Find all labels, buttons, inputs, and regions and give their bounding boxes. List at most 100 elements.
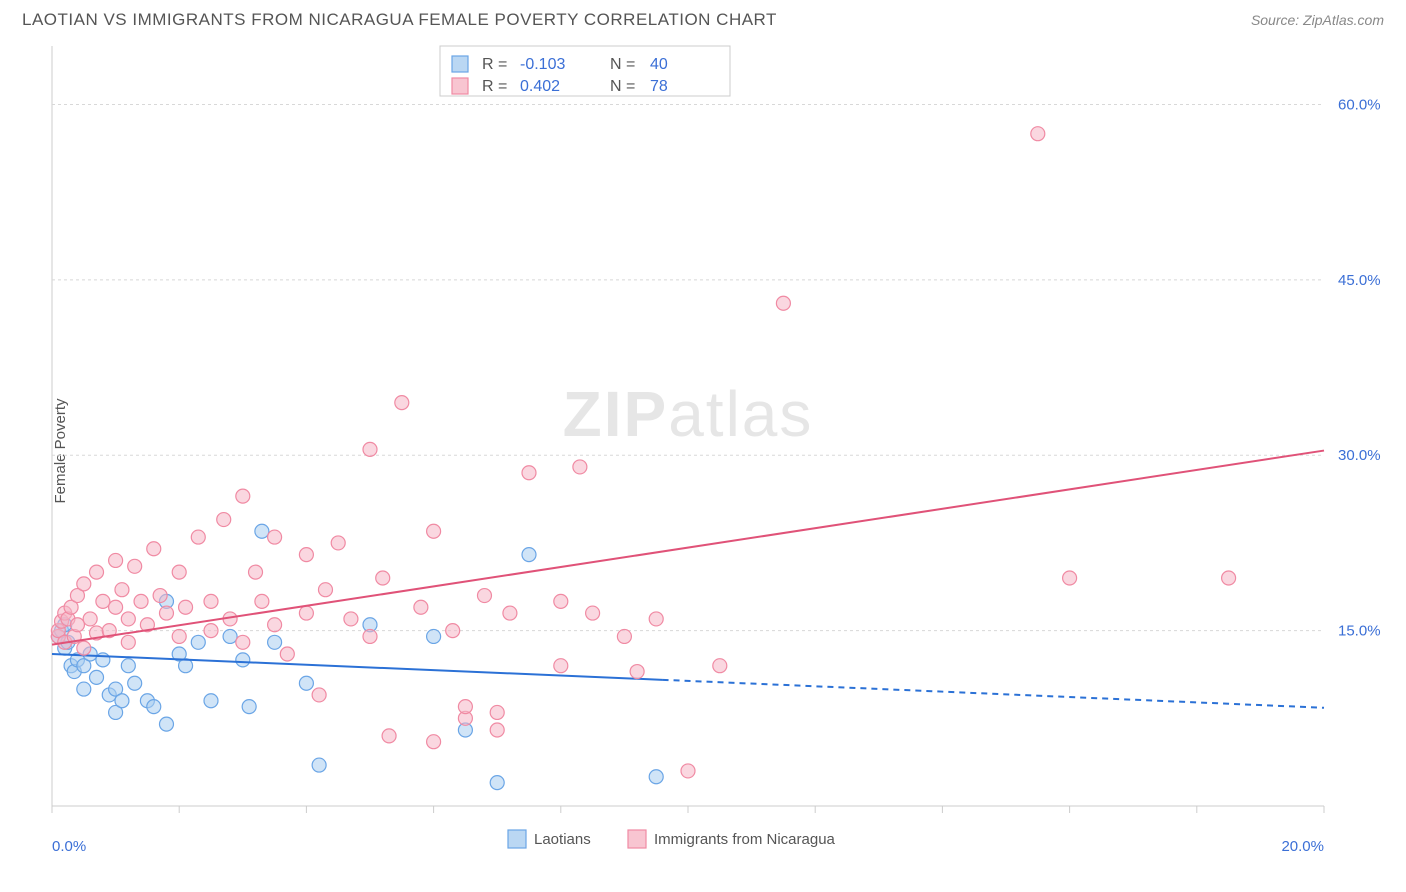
data-point: [255, 524, 269, 538]
data-point: [554, 594, 568, 608]
legend-swatch: [628, 830, 646, 848]
legend-label: Laotians: [534, 831, 591, 848]
data-point: [147, 700, 161, 714]
trend-line: [52, 451, 1324, 645]
data-point: [179, 600, 193, 614]
data-point: [121, 635, 135, 649]
data-point: [363, 629, 377, 643]
data-point: [172, 629, 186, 643]
legend-swatch: [452, 78, 468, 94]
data-point: [427, 735, 441, 749]
data-point: [70, 618, 84, 632]
data-point: [681, 764, 695, 778]
data-point: [586, 606, 600, 620]
data-point: [280, 647, 294, 661]
data-point: [204, 694, 218, 708]
data-point: [649, 770, 663, 784]
data-point: [573, 460, 587, 474]
stat-n-label: N =: [610, 78, 635, 95]
data-point: [268, 635, 282, 649]
stat-n-value: 40: [650, 56, 668, 73]
stat-n-value: 78: [650, 78, 668, 95]
data-point: [90, 565, 104, 579]
stat-r-value: 0.402: [520, 78, 560, 95]
data-point: [223, 629, 237, 643]
data-point: [522, 466, 536, 480]
data-point: [382, 729, 396, 743]
data-point: [115, 694, 129, 708]
data-point: [147, 542, 161, 556]
data-point: [134, 594, 148, 608]
data-point: [1063, 571, 1077, 585]
data-point: [191, 635, 205, 649]
stat-r-value: -0.103: [520, 56, 565, 73]
watermark: ZIPatlas: [563, 378, 814, 450]
data-point: [427, 629, 441, 643]
legend-swatch: [452, 56, 468, 72]
data-point: [236, 653, 250, 667]
data-point: [299, 606, 313, 620]
data-point: [344, 612, 358, 626]
legend-swatch: [508, 830, 526, 848]
data-point: [153, 589, 167, 603]
data-point: [490, 776, 504, 790]
y-tick-label: 30.0%: [1338, 447, 1381, 464]
trend-line: [52, 654, 663, 680]
data-point: [96, 594, 110, 608]
data-point: [503, 606, 517, 620]
x-tick-label: 0.0%: [52, 838, 86, 855]
data-point: [522, 548, 536, 562]
data-point: [172, 565, 186, 579]
chart-title: LAOTIAN VS IMMIGRANTS FROM NICARAGUA FEM…: [22, 10, 777, 30]
data-point: [83, 612, 97, 626]
data-point: [312, 758, 326, 772]
plot-container: Female Poverty 15.0%30.0%45.0%60.0%0.0%2…: [0, 36, 1406, 866]
data-point: [1031, 127, 1045, 141]
data-point: [77, 682, 91, 696]
data-point: [249, 565, 263, 579]
x-tick-label: 20.0%: [1281, 838, 1324, 855]
data-point: [363, 442, 377, 456]
stat-r-label: R =: [482, 56, 507, 73]
data-point: [159, 606, 173, 620]
data-point: [331, 536, 345, 550]
data-point: [121, 612, 135, 626]
data-point: [458, 700, 472, 714]
data-point: [204, 624, 218, 638]
data-point: [77, 641, 91, 655]
stat-n-label: N =: [610, 56, 635, 73]
data-point: [649, 612, 663, 626]
data-point: [121, 659, 135, 673]
data-point: [242, 700, 256, 714]
data-point: [427, 524, 441, 538]
legend-label: Immigrants from Nicaragua: [654, 831, 836, 848]
data-point: [490, 705, 504, 719]
data-point: [1222, 571, 1236, 585]
data-point: [414, 600, 428, 614]
source-attribution: Source: ZipAtlas.com: [1251, 12, 1384, 28]
data-point: [77, 577, 91, 591]
data-point: [446, 624, 460, 638]
data-point: [236, 635, 250, 649]
data-point: [217, 513, 231, 527]
data-point: [159, 717, 173, 731]
data-point: [776, 296, 790, 310]
data-point: [713, 659, 727, 673]
data-point: [299, 548, 313, 562]
data-point: [268, 530, 282, 544]
stat-r-label: R =: [482, 78, 507, 95]
data-point: [268, 618, 282, 632]
data-point: [376, 571, 390, 585]
data-point: [128, 559, 142, 573]
data-point: [312, 688, 326, 702]
y-tick-label: 60.0%: [1338, 96, 1381, 113]
data-point: [255, 594, 269, 608]
data-point: [109, 600, 123, 614]
data-point: [204, 594, 218, 608]
data-point: [318, 583, 332, 597]
data-point: [554, 659, 568, 673]
data-point: [477, 589, 491, 603]
y-tick-label: 45.0%: [1338, 272, 1381, 289]
data-point: [395, 396, 409, 410]
scatter-plot: 15.0%30.0%45.0%60.0%0.0%20.0%ZIPatlasR =…: [0, 36, 1406, 866]
